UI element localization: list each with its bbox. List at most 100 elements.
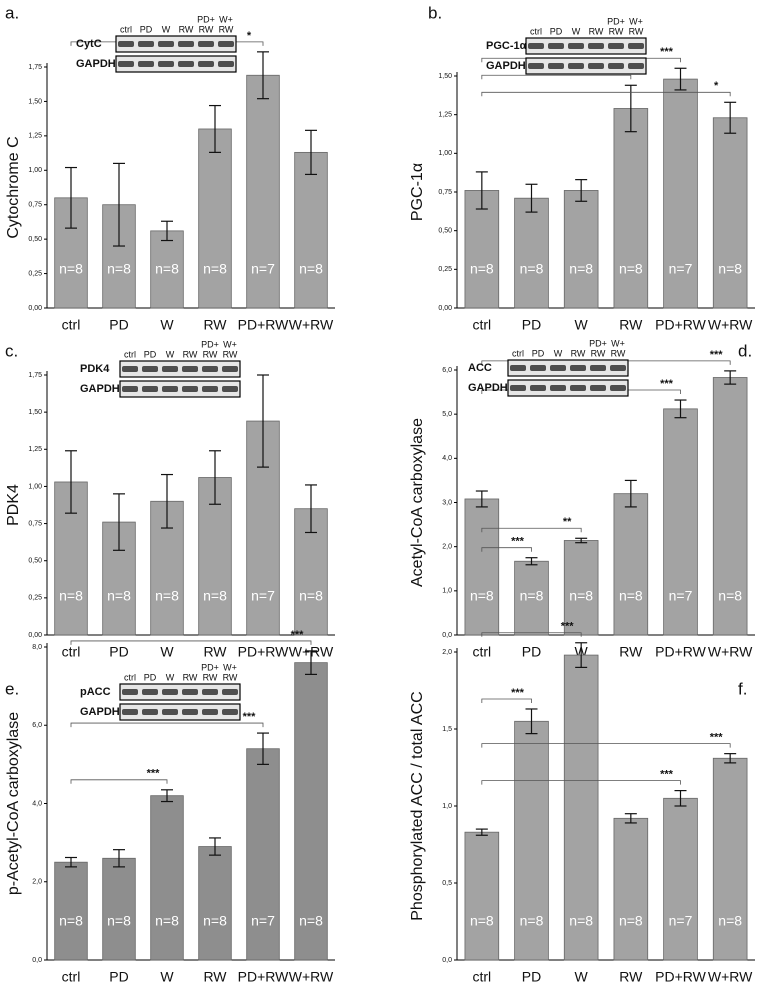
lane-label: RW — [571, 348, 586, 358]
blot-band — [530, 385, 546, 391]
bar — [150, 230, 184, 309]
lane-label: ctrl — [124, 672, 136, 682]
blot-band — [142, 386, 158, 392]
lane-label: W — [572, 26, 581, 36]
x-tick-label: RW — [203, 969, 227, 985]
blot-label: GAPDH — [486, 60, 526, 72]
bar — [150, 795, 184, 961]
x-tick-label: PD — [109, 969, 128, 985]
blot-band — [528, 43, 544, 49]
panel-label: f. — [738, 679, 747, 698]
lane-label: RW — [609, 26, 624, 36]
blot-band — [118, 41, 134, 47]
x-tick-label: PD+RW — [238, 317, 289, 333]
blot-label: CytC — [76, 38, 102, 50]
significance-label: *** — [147, 768, 161, 780]
panel-label: c. — [5, 341, 18, 360]
bar — [663, 78, 698, 309]
y-tick-label: 1,0 — [442, 588, 452, 595]
panel-label: a. — [5, 3, 19, 22]
x-tick-label: PD — [109, 317, 128, 333]
n-label: n=8 — [59, 261, 83, 277]
blot-band — [122, 366, 138, 372]
significance-label: * — [247, 30, 252, 42]
x-tick-label: W+RW — [708, 644, 753, 660]
blot-band — [550, 385, 566, 391]
blot-band — [608, 43, 624, 49]
x-tick-label: PD — [109, 644, 128, 660]
blot-band — [628, 43, 644, 49]
x-tick-label: W+RW — [708, 317, 753, 333]
bar — [563, 654, 599, 961]
x-tick-label: ctrl — [472, 317, 491, 333]
y-axis-label: Acetyl-CoA carboxylase — [409, 418, 426, 587]
y-tick-label: 1,25 — [28, 446, 42, 453]
y-tick-label: 4,0 — [442, 455, 452, 462]
x-tick-label: W — [160, 969, 174, 985]
bar — [514, 197, 549, 309]
blot-band — [590, 365, 606, 371]
y-tick-label: 0,25 — [28, 595, 42, 602]
y-tick-label: 1,25 — [438, 112, 452, 119]
blot-band — [198, 41, 214, 47]
n-label: n=8 — [59, 913, 83, 929]
x-tick-label: PD+RW — [655, 969, 706, 985]
n-label: n=8 — [107, 261, 131, 277]
significance-label: *** — [291, 629, 305, 641]
significance-bracket — [70, 779, 168, 784]
y-axis-label: Cytochrome C — [5, 136, 22, 238]
y-axis-label: PGC-1α — [409, 163, 426, 221]
lane-label: PD — [532, 348, 545, 358]
blot-band — [588, 43, 604, 49]
n-label: n=8 — [470, 261, 494, 277]
bar — [712, 117, 748, 309]
n-label: n=7 — [669, 588, 693, 604]
significance-bracket — [481, 698, 532, 703]
n-label: n=8 — [299, 261, 323, 277]
n-label: n=8 — [569, 913, 593, 929]
y-tick-label: 6,0 — [32, 722, 42, 729]
n-label: n=8 — [107, 588, 131, 604]
n-label: n=8 — [569, 261, 593, 277]
panel: c. PDK4 0,00 0,25 0,50 0,75 1,00 1,25 1,50 1,75 ct… — [5, 339, 335, 660]
blot-label: PGC-1α — [486, 40, 527, 52]
blot-band — [222, 366, 238, 372]
significance-bracket — [481, 743, 731, 748]
blot-band — [122, 386, 138, 392]
x-tick-label: ctrl — [62, 644, 81, 660]
lane-label: RW — [199, 24, 214, 34]
lane-label: RW — [219, 24, 234, 34]
significance-bracket — [481, 780, 681, 785]
blot-band — [568, 43, 584, 49]
blot-label: GAPDH — [80, 383, 120, 395]
blot-band — [548, 43, 564, 49]
blot-band — [142, 366, 158, 372]
significance-label: *** — [660, 46, 674, 58]
lane-label: RW — [179, 24, 194, 34]
blot-band — [142, 689, 158, 695]
blot-band — [182, 709, 198, 715]
lane-label: PD — [144, 672, 157, 682]
n-label: n=8 — [619, 261, 643, 277]
x-tick-label: W+RW — [289, 317, 334, 333]
blot-frame — [115, 35, 237, 53]
x-tick-label: PD+RW — [655, 644, 706, 660]
y-tick-label: 1,25 — [28, 133, 42, 140]
n-label: n=8 — [203, 913, 227, 929]
y-tick-label: 5,0 — [442, 411, 452, 418]
blot-label: pACC — [80, 686, 111, 698]
y-tick-label: 0,0 — [442, 957, 452, 964]
blot-band — [608, 63, 624, 69]
panel: f. Phosphorylated ACC / total ACC 0,0 0,5 1,… — [409, 621, 755, 985]
panel-label: d. — [738, 341, 752, 360]
y-axis-label: Phosphorylated ACC / total ACC — [409, 691, 426, 920]
blot-band — [222, 386, 238, 392]
y-tick-label: 1,5 — [442, 726, 452, 733]
significance-label: *** — [660, 769, 674, 781]
blot-band — [182, 386, 198, 392]
lane-label: PD+ — [607, 16, 625, 26]
lane-label: PD+ — [201, 662, 219, 672]
x-tick-label: W — [160, 317, 174, 333]
blot-band — [628, 63, 644, 69]
lane-label: PD — [550, 26, 563, 36]
